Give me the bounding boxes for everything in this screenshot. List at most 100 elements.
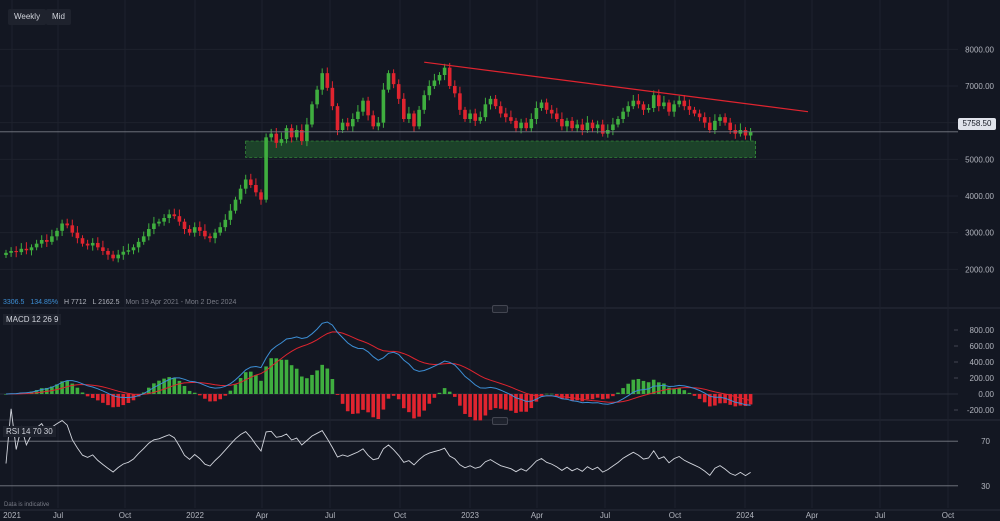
macd-histogram-bar: [728, 394, 732, 405]
macd-histogram-bar: [167, 377, 171, 394]
macd-histogram-bar: [708, 394, 712, 407]
x-tick-label: Jul: [600, 511, 610, 520]
candle-body: [157, 221, 161, 224]
macd-histogram-bar: [356, 394, 360, 414]
price-stats: 3306.5 134.85% H 7712 L 2162.5 Mon 19 Ap…: [3, 299, 240, 306]
candle-body: [728, 122, 732, 130]
y-tick-label: 5000.00: [965, 155, 994, 164]
macd-line: [5, 321, 751, 406]
x-tick-label: 2023: [461, 511, 479, 520]
candle-body: [65, 223, 69, 226]
candle-body: [743, 130, 748, 136]
macd-histogram-bar: [447, 391, 452, 394]
macd-histogram-bar: [34, 390, 39, 394]
macd-histogram-bar: [192, 392, 197, 394]
candle-body: [294, 130, 299, 138]
macd-histogram-bar: [381, 394, 386, 410]
candle-body: [708, 122, 712, 130]
candle-body: [662, 102, 666, 107]
candle-body: [106, 251, 110, 255]
candle-body: [687, 106, 692, 110]
macd-y-tick-label: 0.00: [978, 390, 994, 399]
candle-body: [621, 111, 625, 119]
candle-body: [616, 119, 620, 125]
candle-body: [14, 251, 18, 253]
candle-body: [549, 109, 554, 114]
macd-histogram-bar: [396, 394, 401, 400]
macd-histogram-bar: [320, 364, 324, 394]
candle-body: [274, 133, 279, 143]
macd-histogram-bar: [687, 392, 692, 394]
macd-histogram-bar: [4, 394, 8, 395]
candle-body: [575, 124, 579, 129]
candle-body: [172, 214, 177, 217]
macd-histogram-bar: [437, 392, 442, 394]
macd-histogram-bar: [483, 394, 488, 416]
x-tick-label: 2021: [3, 511, 21, 520]
candle-body: [254, 185, 258, 193]
macd-histogram-bar: [279, 359, 284, 394]
candle-body: [565, 120, 569, 127]
candle-body: [111, 254, 115, 259]
macd-histogram-bar: [718, 394, 722, 404]
timeframe-button[interactable]: Weekly: [8, 9, 47, 25]
candle-body: [213, 232, 217, 239]
macd-histogram-bar: [631, 379, 636, 394]
candle-body: [498, 106, 503, 114]
macd-histogram-bar: [493, 394, 498, 409]
candle-body: [39, 240, 44, 244]
macd-histogram-bar: [315, 370, 319, 394]
candle-body: [529, 119, 534, 129]
candle-body: [24, 248, 29, 251]
candle-body: [75, 232, 80, 239]
candle-body: [147, 229, 151, 237]
macd-histogram-bar: [468, 394, 472, 417]
macd-histogram-bar: [697, 394, 702, 399]
macd-histogram-bar: [294, 368, 299, 394]
candle-body: [560, 119, 564, 127]
macd-histogram-bar: [90, 394, 95, 399]
candle-body: [269, 133, 273, 138]
candle-body: [361, 100, 365, 112]
macd-histogram-bar: [218, 394, 222, 400]
candle-body: [300, 130, 304, 141]
candle-body: [96, 242, 100, 248]
candle-body: [636, 100, 641, 105]
trendline: [424, 61, 809, 113]
candle-body: [447, 67, 452, 86]
macd-label[interactable]: MACD 12 26 9: [3, 314, 62, 325]
macd-histogram-bar: [524, 394, 528, 412]
macd-histogram-bar: [208, 394, 212, 402]
candle-body: [631, 100, 636, 107]
macd-histogram-bar: [223, 394, 228, 396]
macd-histogram-bar: [692, 394, 697, 396]
rsi-label[interactable]: RSI 14 70 30: [3, 426, 56, 437]
pane-resize-handle-2[interactable]: [492, 417, 508, 425]
macd-histogram-bar: [85, 394, 90, 397]
candle-body: [177, 216, 182, 222]
macd-histogram-bar: [682, 390, 687, 394]
candle-body: [493, 98, 498, 107]
candle-body: [473, 113, 477, 121]
candle-body: [305, 124, 309, 141]
candle-body: [228, 210, 233, 220]
candle-body: [386, 73, 391, 90]
x-tick-label: Apr: [256, 511, 269, 520]
mid-price-button[interactable]: Mid: [46, 9, 71, 25]
candle-body: [310, 104, 314, 125]
candle-body: [539, 102, 544, 108]
macd-histogram-bar: [274, 358, 279, 394]
candle-body: [713, 120, 717, 130]
candle-body: [646, 108, 651, 110]
pane-resize-handle-1[interactable]: [492, 305, 508, 313]
candle-body: [60, 223, 64, 231]
candle-body: [162, 218, 166, 222]
macd-histogram-bar: [549, 393, 554, 395]
macd-histogram-bar: [157, 380, 161, 394]
candle-body: [29, 247, 34, 251]
macd-histogram-bar: [509, 394, 513, 411]
macd-histogram-bar: [514, 394, 518, 413]
candle-body: [345, 122, 350, 127]
rsi-level-label: 30: [981, 482, 990, 491]
